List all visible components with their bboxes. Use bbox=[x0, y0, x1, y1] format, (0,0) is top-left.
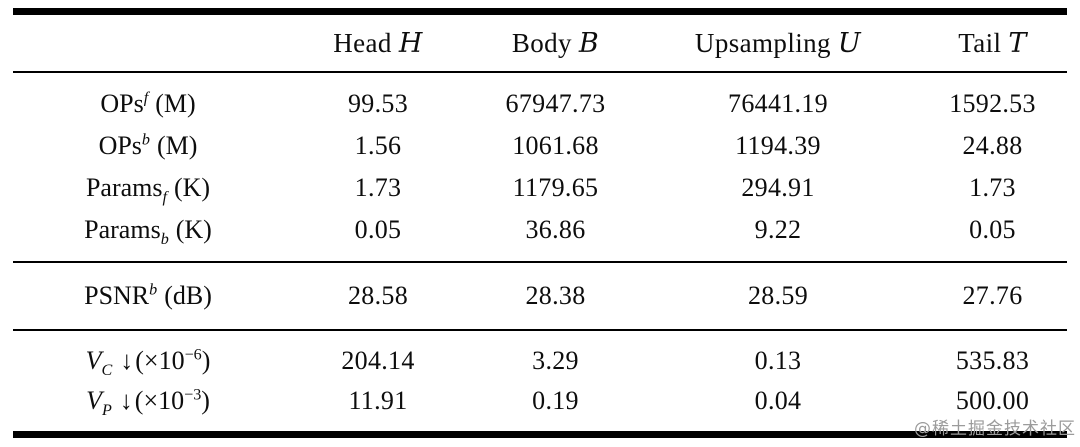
calligraphic-b-symbol: B bbox=[578, 27, 600, 59]
cell-value: 0.13 bbox=[754, 346, 802, 375]
subscript: P bbox=[101, 402, 112, 420]
col-header-upsampling: Upsampling U bbox=[638, 28, 918, 59]
ops-params-section: OPsf (M) 99.53 67947.73 76441.19 1592.53 … bbox=[13, 73, 1067, 261]
cell-value: 535.83 bbox=[955, 346, 1030, 375]
section-divider-rule bbox=[13, 329, 1067, 331]
top-rule bbox=[13, 8, 1067, 15]
superscript: f bbox=[143, 89, 149, 107]
cell-value: 28.59 bbox=[748, 281, 808, 310]
row-label: VC ↓(×10−6) bbox=[85, 346, 211, 380]
unit-label: (K) bbox=[173, 173, 211, 202]
table-row-params-f: Paramsf (K) 1.73 1179.65 294.91 1.73 bbox=[13, 167, 1067, 209]
cell-value: 1.73 bbox=[969, 173, 1016, 202]
cell-value: 1061.68 bbox=[512, 131, 599, 160]
cell-value: 36.86 bbox=[525, 215, 586, 244]
row-label: PSNRb (dB) bbox=[84, 281, 212, 310]
subscript: f bbox=[162, 189, 167, 207]
row-label: VP ↓(×10−3) bbox=[86, 386, 210, 420]
col-header-body: Body B bbox=[473, 28, 638, 59]
cell-value: 11.91 bbox=[348, 386, 408, 415]
cell-value: 0.05 bbox=[354, 215, 402, 244]
section-divider-rule bbox=[13, 261, 1067, 263]
row-label: Paramsb (K) bbox=[84, 215, 212, 249]
table-row-vc: VC ↓(×10−6) 204.14 3.29 0.13 535.83 bbox=[13, 341, 1067, 381]
cell-value: 24.88 bbox=[962, 131, 1023, 160]
col-label: Body bbox=[511, 27, 572, 58]
cell-value: 294.91 bbox=[741, 173, 815, 202]
row-label: Paramsf (K) bbox=[85, 173, 211, 207]
col-label: Upsampling bbox=[694, 27, 831, 58]
unit-label: (M) bbox=[156, 131, 198, 160]
metrics-table: Head H Body B Upsampling U Tail T OPsf (M) 99… bbox=[13, 8, 1067, 438]
col-label: Head bbox=[333, 27, 392, 58]
table-row-params-b: Paramsb (K) 0.05 36.86 9.22 0.05 bbox=[13, 209, 1067, 251]
table-row-ops-f: OPsf (M) 99.53 67947.73 76441.19 1592.53 bbox=[13, 83, 1067, 125]
cell-value: 0.19 bbox=[532, 386, 579, 415]
cell-value: 500.00 bbox=[955, 386, 1030, 415]
calligraphic-h-symbol: H bbox=[398, 27, 423, 59]
down-arrow-icon: ↓ bbox=[120, 346, 134, 375]
table-row-vp: VP ↓(×10−3) 11.91 0.19 0.04 500.00 bbox=[13, 381, 1067, 421]
down-arrow-icon: ↓ bbox=[119, 386, 133, 415]
cell-value: 204.14 bbox=[341, 346, 415, 375]
table-row-ops-b: OPsb (M) 1.56 1061.68 1194.39 24.88 bbox=[13, 125, 1067, 167]
calligraphic-t-symbol: T bbox=[1008, 27, 1027, 59]
superscript: b bbox=[149, 281, 158, 299]
cell-value: 1.73 bbox=[354, 173, 402, 202]
table-header-row: Head H Body B Upsampling U Tail T bbox=[13, 15, 1067, 71]
header-divider-rule bbox=[13, 71, 1067, 73]
cell-value: 1194.39 bbox=[735, 131, 821, 160]
cell-value: 1592.53 bbox=[949, 89, 1036, 118]
cell-value: 99.53 bbox=[348, 89, 408, 118]
row-label: OPsb (M) bbox=[98, 131, 198, 160]
col-label: Tail bbox=[958, 27, 1002, 58]
calligraphic-u-symbol: U bbox=[837, 27, 862, 59]
cell-value: 28.58 bbox=[348, 281, 408, 310]
psnr-section: PSNRb (dB) 28.58 28.38 28.59 27.76 bbox=[13, 263, 1067, 329]
cell-value: 28.38 bbox=[525, 281, 586, 310]
unit-label: (dB) bbox=[164, 281, 212, 310]
exponent: −6 bbox=[184, 346, 202, 364]
exponent: −3 bbox=[184, 386, 202, 404]
cell-value: 9.22 bbox=[754, 215, 802, 244]
cell-value: 0.04 bbox=[754, 386, 802, 415]
bottom-rule bbox=[13, 431, 1067, 438]
cell-value: 1.56 bbox=[354, 131, 402, 160]
cell-value: 67947.73 bbox=[505, 89, 606, 118]
cell-value: 76441.19 bbox=[728, 89, 828, 118]
unit-label: (K) bbox=[175, 215, 212, 244]
table-row-psnr: PSNRb (dB) 28.58 28.38 28.59 27.76 bbox=[13, 275, 1067, 317]
subscript: C bbox=[101, 362, 113, 380]
unit-label: (M) bbox=[155, 89, 196, 118]
cell-value: 1179.65 bbox=[512, 173, 599, 202]
col-header-tail: Tail T bbox=[918, 28, 1067, 59]
subscript: b bbox=[160, 231, 169, 249]
row-label: OPsf (M) bbox=[100, 89, 196, 118]
cell-value: 3.29 bbox=[532, 346, 579, 375]
superscript: b bbox=[141, 131, 150, 149]
juejin-watermark: @稀土掘金技术社区 bbox=[914, 419, 1076, 439]
cell-value: 0.05 bbox=[969, 215, 1016, 244]
col-header-head: Head H bbox=[283, 28, 473, 59]
cell-value: 27.76 bbox=[962, 281, 1023, 310]
variance-section: VC ↓(×10−6) 204.14 3.29 0.13 535.83 VP ↓(×… bbox=[13, 331, 1067, 431]
